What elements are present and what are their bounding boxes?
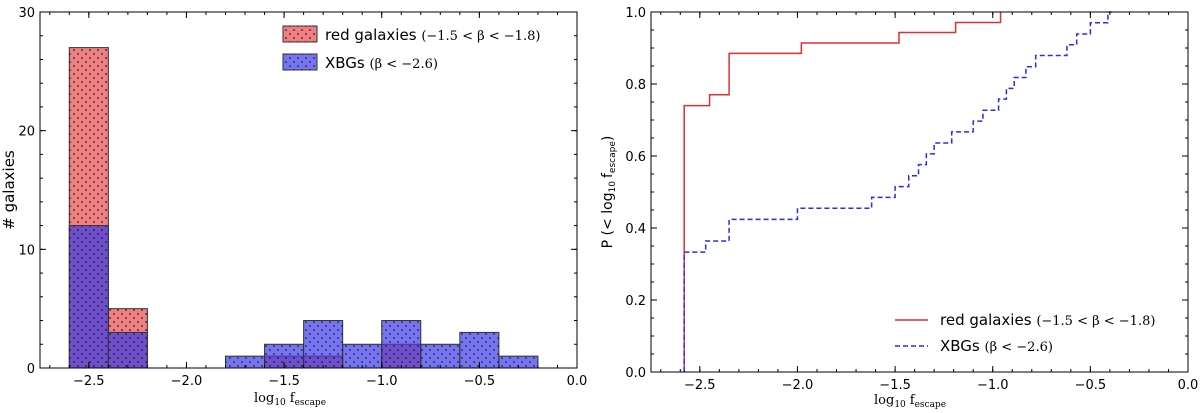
histogram-ticks: −2.5 −2.0 −1.5 −1.0 −0.5 0.0 0 10 20 30 <box>18 6 587 389</box>
y-tick-label: 0.0 <box>625 366 646 381</box>
histogram-panel: −2.5 −2.0 −1.5 −1.0 −0.5 0.0 0 10 20 30 # galaxie… <box>0 6 587 408</box>
legend-label-red: red galaxies (−1.5 < β < −1.8) <box>940 311 1155 329</box>
x-tick-label: 0.0 <box>567 374 588 389</box>
cumulative-x-axis-label: log10 fescape <box>874 393 946 410</box>
x-tick-label: 0.0 <box>1178 378 1199 393</box>
histogram-x-axis-label: log10 fescape <box>254 391 326 408</box>
histogram-y-axis-label: # galaxies <box>0 150 18 230</box>
y-tick-label: 0 <box>27 362 35 377</box>
x-tick-label: −1.5 <box>879 378 911 393</box>
x-tick-label: −0.5 <box>1075 378 1107 393</box>
y-tick-label: 1.0 <box>625 6 646 21</box>
cumulative-panel: −2.5 −2.0 −1.5 −1.0 −0.5 0.0 0.0 0.2 0.4 0.6 0.8 1.… <box>600 6 1198 410</box>
histogram-bar-hatch <box>303 320 343 368</box>
histogram-plot-frame <box>39 11 578 369</box>
histogram-bar-hatch <box>264 344 304 368</box>
cumulative-series-line <box>683 11 1112 372</box>
histogram-bar-hatch <box>342 344 382 368</box>
y-tick-label: 0.2 <box>625 294 646 309</box>
x-tick-label: −1.5 <box>268 374 300 389</box>
histogram-bar-hatch <box>420 344 460 368</box>
x-tick-label: −1.0 <box>977 378 1009 393</box>
histogram-bar-hatch <box>225 356 265 368</box>
histogram-legend: red galaxies (−1.5 < β < −1.8) XBGs (β <… <box>282 25 540 72</box>
histogram-bar-hatch <box>498 356 538 368</box>
y-tick-label: 20 <box>18 125 35 140</box>
x-tick-label: −2.0 <box>782 378 814 393</box>
cumulative-ticks: −2.5 −2.0 −1.5 −1.0 −0.5 0.0 0.0 0.2 0.4 0.6 0.8 1.… <box>625 6 1198 393</box>
x-tick-label: −2.5 <box>73 374 105 389</box>
histogram-bar-hatch <box>381 320 421 368</box>
cumulative-y-axis-label: P (< log10fescape) <box>600 136 618 249</box>
x-tick-label: −0.5 <box>464 374 496 389</box>
y-tick-label: 0.4 <box>625 222 646 237</box>
y-tick-label: 0.8 <box>625 78 646 93</box>
y-tick-label: 0.6 <box>625 150 646 165</box>
legend-label-blue: XBGs (β < −2.6) <box>325 54 438 72</box>
histogram-bar-hatch <box>108 332 148 368</box>
cumulative-lines <box>683 11 1112 372</box>
cumulative-series-line <box>683 12 1002 372</box>
legend-label-blue: XBGs (β < −2.6) <box>940 337 1053 355</box>
y-tick-label: 30 <box>18 6 35 21</box>
cumulative-legend: red galaxies (−1.5 < β < −1.8) XBGs (β <… <box>895 311 1155 355</box>
histogram-bar-hatch <box>69 225 109 368</box>
y-tick-label: 10 <box>18 243 35 258</box>
x-tick-label: −1.0 <box>366 374 398 389</box>
x-tick-label: −2.0 <box>171 374 203 389</box>
histogram-bars <box>68 47 539 369</box>
x-tick-label: −2.5 <box>684 378 716 393</box>
legend-label-red: red galaxies (−1.5 < β < −1.8) <box>325 26 540 44</box>
